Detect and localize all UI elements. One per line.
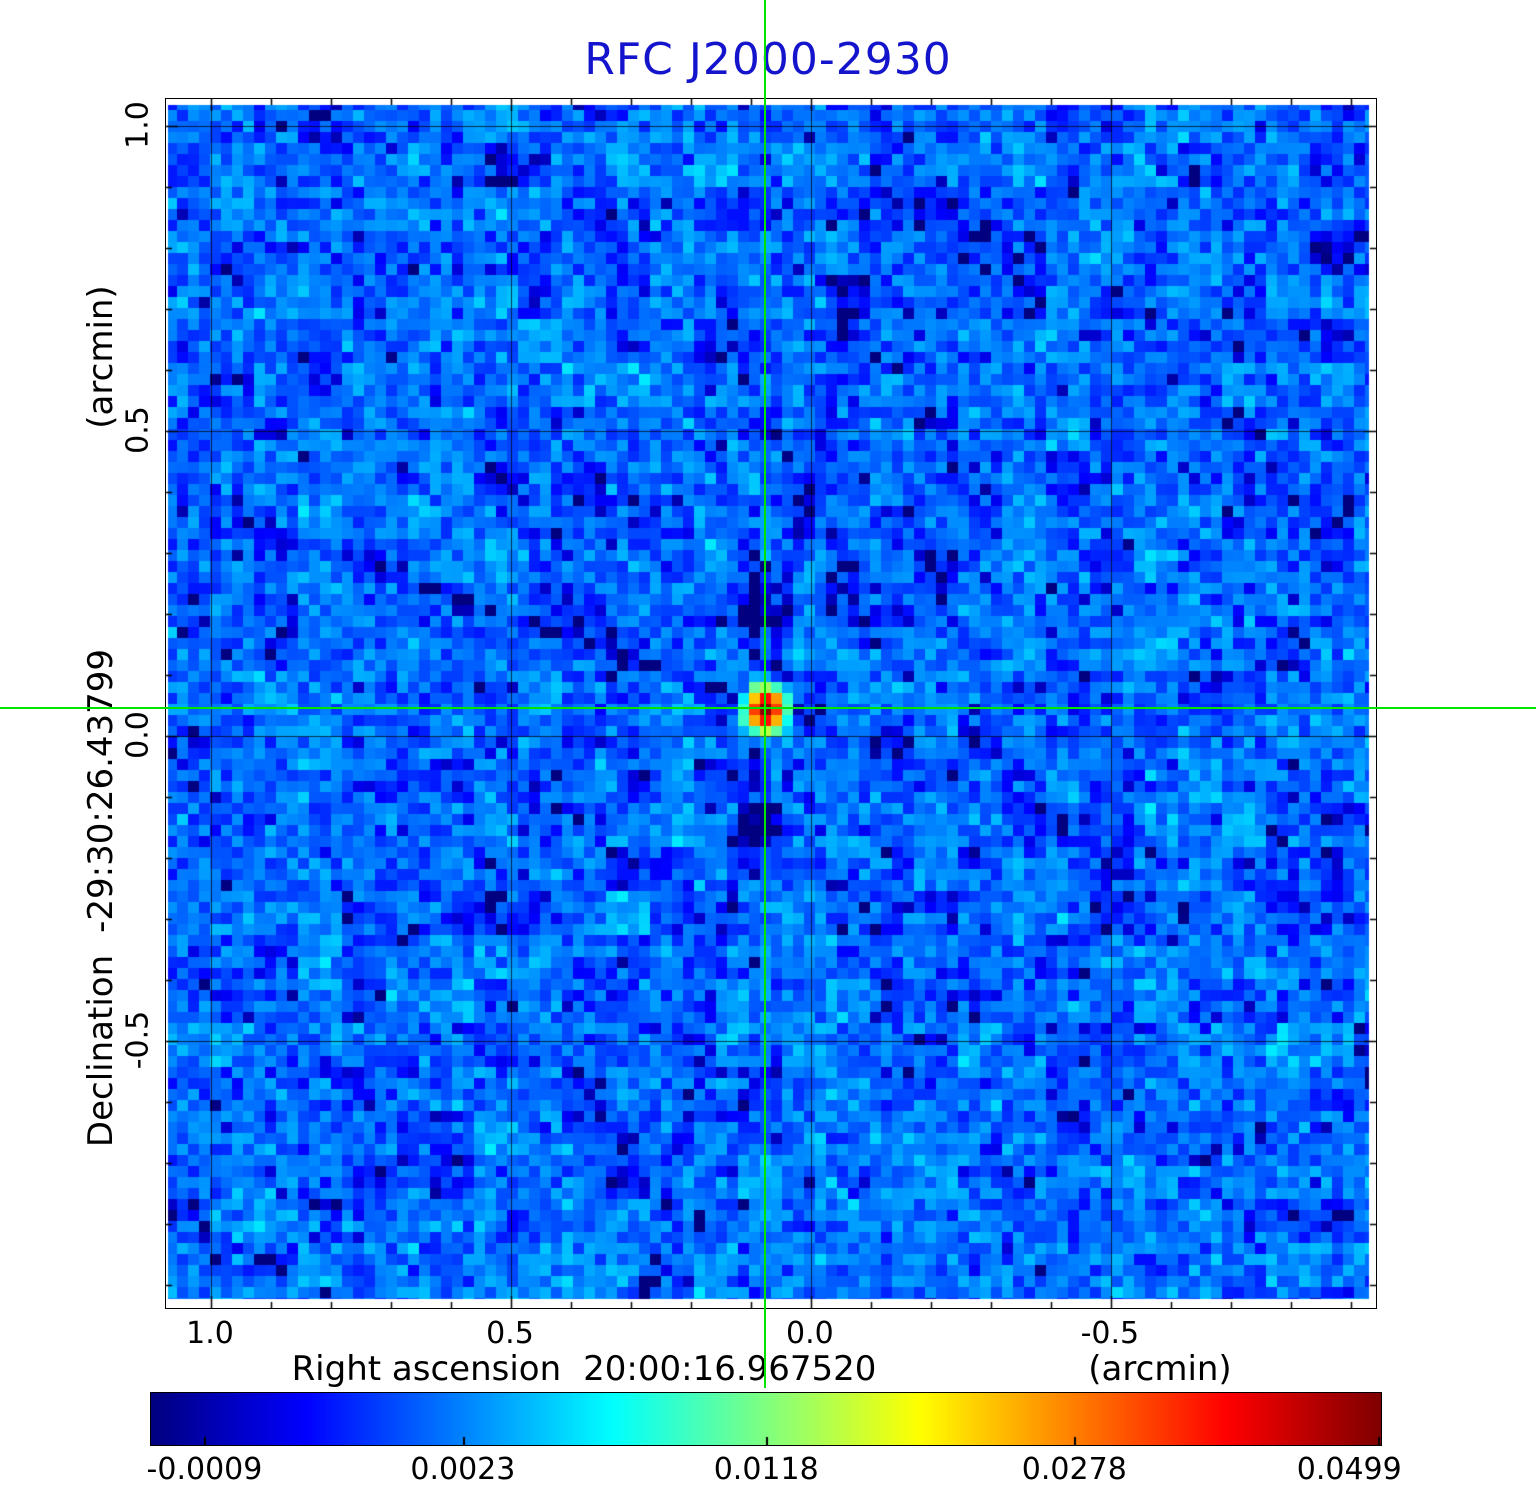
x-axis-unit-label: (arcmin)	[1088, 1349, 1232, 1389]
x-axis-title: Right ascension 20:00:16.967520	[292, 1349, 877, 1389]
colorbar-tick-label: 0.0023	[410, 1452, 516, 1487]
colorbar-labels: -0.0009 0.0023 0.0118 0.0278 0.0499	[146, 1452, 1402, 1490]
x-axis-value: 20:00:16.967520	[583, 1349, 877, 1389]
y-tick-label: 1.0	[120, 101, 156, 150]
y-axis-name: Declination	[81, 954, 121, 1148]
figure-title: RFC J2000-2930	[584, 34, 952, 85]
colorbar-tick-label: -0.0009	[146, 1452, 263, 1487]
y-axis-value: -29:30:26.43799	[81, 648, 121, 933]
x-tick-label: 0.0	[786, 1316, 834, 1351]
colorbar-tick-label: 0.0278	[1021, 1452, 1127, 1487]
x-tick-label: 0.5	[486, 1316, 534, 1351]
y-axis-title: Declination -29:30:26.43799	[81, 649, 121, 1147]
colorbar-tick-label: 0.0118	[713, 1452, 819, 1487]
x-axis-name: Right ascension	[291, 1349, 562, 1389]
y-tick-label: 0.0	[120, 711, 156, 760]
crosshair-horizontal-line	[0, 706, 1536, 709]
y-axis-unit-label: (arcmin)	[81, 285, 121, 429]
radio-intensity-map	[166, 99, 1376, 1308]
crosshair-vertical-line	[763, 0, 766, 1388]
y-tick-label: -0.5	[120, 1011, 156, 1070]
y-tick-label: 0.5	[120, 406, 156, 455]
colorbar	[150, 1392, 1382, 1446]
x-tick-label: 1.0	[186, 1316, 234, 1351]
colorbar-gradient	[151, 1393, 1381, 1445]
colorbar-tick-label: 0.0499	[1296, 1452, 1402, 1487]
x-tick-label: -0.5	[1080, 1316, 1140, 1351]
plot-frame	[165, 98, 1377, 1309]
